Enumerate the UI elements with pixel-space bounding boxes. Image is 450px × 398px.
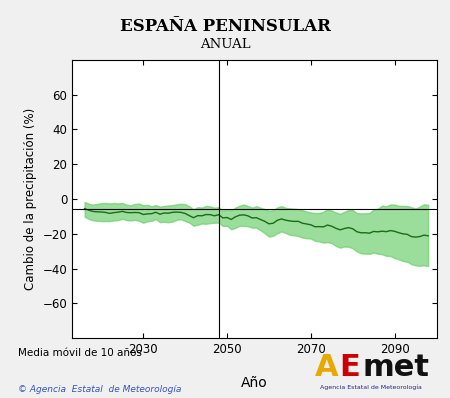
Text: Año: Año (241, 376, 268, 390)
Text: met: met (362, 353, 429, 382)
Text: Agencia Estatal de Meteorología: Agencia Estatal de Meteorología (320, 384, 421, 390)
Text: A: A (315, 353, 338, 382)
Y-axis label: Cambio de la precipitación (%): Cambio de la precipitación (%) (24, 108, 37, 290)
Text: ANUAL: ANUAL (200, 38, 250, 51)
Text: E: E (340, 353, 360, 382)
Text: © Agencia  Estatal  de Meteorología: © Agencia Estatal de Meteorología (18, 385, 181, 394)
Text: Media móvil de 10 años: Media móvil de 10 años (18, 348, 142, 358)
Text: ESPAÑA PENINSULAR: ESPAÑA PENINSULAR (120, 18, 330, 35)
